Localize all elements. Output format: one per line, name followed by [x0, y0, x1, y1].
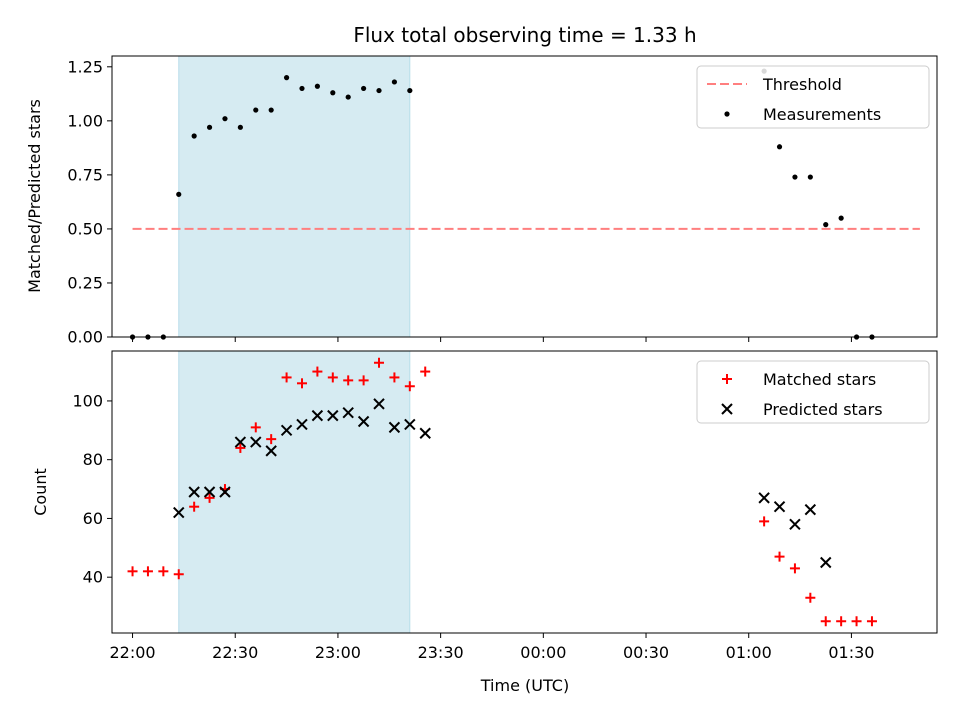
measurement-point — [808, 174, 813, 179]
measurement-point — [284, 75, 289, 80]
legend-label: Matched stars — [763, 370, 876, 389]
measurement-point — [299, 86, 304, 91]
predicted-star-point — [821, 558, 831, 568]
measurement-point — [392, 79, 397, 84]
y-tick-label: 0.00 — [67, 328, 103, 347]
measurement-point — [192, 133, 197, 138]
measurement-point — [330, 90, 335, 95]
matched-star-point — [775, 552, 785, 562]
measurement-point — [253, 107, 258, 112]
measurement-point — [839, 216, 844, 221]
matched-star-point — [128, 566, 138, 576]
legend: Matched stars Predicted stars — [697, 361, 929, 423]
x-tick-label: 23:30 — [418, 643, 464, 662]
measurement-point — [346, 94, 351, 99]
matched-star-point — [867, 616, 877, 626]
legend-label: Measurements — [763, 105, 881, 124]
measurement-point — [207, 125, 212, 130]
predicted-star-point — [775, 502, 785, 512]
matched-star-point — [790, 563, 800, 573]
y-tick-label: 0.25 — [67, 273, 103, 292]
measurement-point — [176, 192, 181, 197]
ratio-panel: 0.00 0.25 0.50 0.75 1.00 1.25 Threshold Measure… — [67, 56, 937, 347]
matched-star-point — [805, 593, 815, 603]
observing-span — [179, 351, 410, 633]
measurement-point — [792, 174, 797, 179]
legend: Threshold Measurements — [697, 66, 929, 128]
matched-star-point — [821, 616, 831, 626]
x-tick-label: 22:30 — [212, 643, 258, 662]
measurement-point — [222, 116, 227, 121]
top-y-axis-label: Matched/Predicted stars — [25, 99, 44, 293]
x-axis-label: Time (UTC) — [480, 676, 569, 695]
observing-span — [179, 56, 410, 337]
matched-star-point — [143, 566, 153, 576]
legend-label: Predicted stars — [763, 400, 883, 419]
predicted-star-point — [420, 428, 430, 438]
x-tick-label: 23:00 — [315, 643, 361, 662]
bottom-y-axis-label: Count — [31, 468, 50, 516]
chart-title: Flux total observing time = 1.33 h — [353, 23, 696, 47]
y-tick-label: 1.25 — [67, 57, 103, 76]
measurement-point — [315, 84, 320, 89]
y-tick-label: 40 — [83, 568, 103, 587]
x-tick-label: 01:00 — [726, 643, 772, 662]
matched-star-point — [759, 516, 769, 526]
legend-measurements-swatch — [724, 111, 729, 116]
measurement-point — [376, 88, 381, 93]
x-tick-label: 00:00 — [520, 643, 566, 662]
y-tick-label: 0.50 — [67, 219, 103, 238]
x-tick-label: 22:00 — [109, 643, 155, 662]
matched-star-point — [420, 367, 430, 377]
measurement-point — [361, 86, 366, 91]
measurement-point — [407, 88, 412, 93]
predicted-star-point — [759, 493, 769, 503]
measurement-point — [777, 144, 782, 149]
y-tick-label: 1.00 — [67, 111, 103, 130]
predicted-star-point — [805, 505, 815, 515]
y-tick-label: 80 — [83, 450, 103, 469]
chart-figure: Flux total observing time = 1.33 h 0.000… — [0, 0, 960, 720]
y-tick-label: 0.75 — [67, 165, 103, 184]
count-panel: 22:00 22:30 23:00 23:30 00:00 00:30 01:00 01:30… — [72, 351, 937, 662]
measurement-point — [823, 222, 828, 227]
matched-star-point — [836, 616, 846, 626]
matched-star-point — [852, 616, 862, 626]
predicted-star-point — [790, 519, 800, 529]
measurement-point — [269, 107, 274, 112]
x-tick-label: 01:30 — [828, 643, 874, 662]
x-tick-label: 00:30 — [623, 643, 669, 662]
legend-label: Threshold — [762, 75, 842, 94]
matched-star-point — [158, 566, 168, 576]
measurement-point — [238, 125, 243, 130]
y-tick-label: 60 — [83, 509, 103, 528]
y-tick-label: 100 — [72, 391, 103, 410]
